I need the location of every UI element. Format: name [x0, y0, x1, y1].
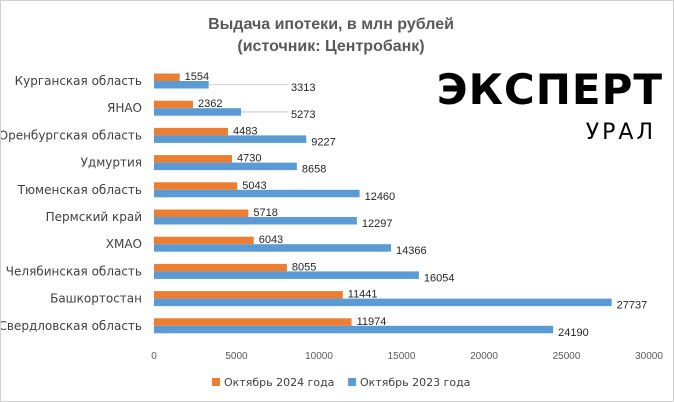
bar-oct-2023 — [154, 244, 392, 252]
data-label-oct-2023: 9227 — [311, 136, 335, 148]
chart-title-line1: Выдача ипотеки, в млн рублей — [208, 16, 454, 33]
data-label-oct-2023: 16054 — [424, 272, 455, 284]
data-label-oct-2024: 11974 — [357, 316, 387, 328]
bar-oct-2023 — [154, 162, 297, 171]
expert-ural-logo: ЭКСПЕРТ УРАЛ — [437, 65, 663, 145]
bar-oct-2024 — [154, 263, 287, 272]
data-label-oct-2023: 12460 — [365, 191, 396, 203]
category-label: ХМАО — [106, 237, 142, 251]
category-label: Оренбургская область — [1, 128, 142, 142]
data-label-oct-2023: 12297 — [362, 218, 393, 230]
category-label: Удмуртия — [81, 156, 142, 170]
bar-oct-2024 — [154, 182, 238, 190]
bar-oct-2024 — [154, 236, 254, 245]
data-label-oct-2024: 1554 — [185, 71, 209, 83]
data-label-oct-2023: 5273 — [291, 109, 315, 121]
category-label: Тюменская область — [17, 183, 142, 197]
x-tick-label: 15000 — [388, 351, 416, 362]
legend-swatch-oct-2023 — [348, 378, 356, 386]
bar-marks — [154, 73, 612, 334]
bar-oct-2023 — [154, 189, 360, 198]
x-tick-label: 5000 — [225, 351, 248, 362]
category-label: Пермский край — [46, 210, 142, 224]
data-label-oct-2023: 8658 — [302, 164, 326, 176]
data-label-oct-2023: 27737 — [617, 300, 648, 312]
logo-main-text: ЭКСПЕРТ — [437, 65, 663, 114]
bar-oct-2024 — [154, 155, 233, 163]
bar-oct-2023 — [154, 325, 554, 334]
x-tick-label: 10000 — [305, 351, 333, 362]
bar-oct-2023 — [154, 81, 209, 89]
bar-oct-2024 — [154, 73, 180, 81]
legend-label-oct-2023: Октябрь 2023 года — [360, 376, 470, 389]
data-label-oct-2024: 4483 — [233, 125, 257, 137]
x-tick-label: 0 — [151, 351, 157, 362]
bar-oct-2024 — [154, 209, 249, 217]
data-label-oct-2023: 3313 — [291, 82, 315, 94]
bar-oct-2023 — [154, 271, 419, 279]
category-labels: Курганская область ЯНАО Оренбургская облас… — [1, 74, 142, 333]
data-label-oct-2023: 24190 — [558, 327, 589, 339]
legend-swatch-oct-2024 — [212, 378, 220, 386]
chart-title-line2: (источник: Центробанк) — [237, 38, 424, 55]
logo-sub-text: УРАЛ — [586, 120, 656, 145]
x-axis-tick-labels: 0 5000 10000 15000 20000 25000 30000 — [151, 351, 663, 362]
x-tick-label: 20000 — [470, 351, 498, 362]
data-label-oct-2024: 4730 — [237, 153, 261, 165]
data-label-oct-2024: 11441 — [348, 289, 378, 301]
data-labels: 1554 3313 2362 5273 4483 9227 4730 8658 5043 1246… — [185, 71, 648, 339]
data-label-oct-2024: 5718 — [253, 207, 277, 219]
category-label: ЯНАО — [107, 101, 142, 115]
bar-oct-2024 — [154, 127, 228, 136]
data-label-oct-2024: 6043 — [259, 234, 283, 246]
bar-oct-2024 — [154, 318, 352, 326]
category-label: Башкортостан — [50, 292, 142, 306]
bar-oct-2024 — [154, 100, 193, 109]
x-tick-label: 25000 — [553, 351, 581, 362]
category-label: Свердловская область — [1, 319, 142, 333]
bar-oct-2024 — [154, 291, 343, 299]
data-label-oct-2024: 2362 — [198, 98, 222, 110]
category-label: Курганская область — [15, 74, 142, 88]
bar-oct-2023 — [154, 298, 612, 307]
x-tick-label: 30000 — [635, 351, 663, 362]
data-label-oct-2024: 5043 — [242, 180, 266, 192]
chart-title-group: Выдача ипотеки, в млн рублей (источник: … — [208, 16, 454, 55]
bar-oct-2023 — [154, 108, 242, 116]
category-label: Челябинская область — [6, 264, 142, 278]
bar-oct-2023 — [154, 217, 357, 225]
data-label-oct-2024: 8055 — [292, 261, 316, 273]
legend-label-oct-2024: Октябрь 2024 года — [224, 376, 334, 389]
data-label-oct-2023: 14366 — [396, 245, 427, 257]
chart-legend: Октябрь 2024 года Октябрь 2023 года — [212, 376, 470, 389]
bar-oct-2023 — [154, 135, 307, 143]
